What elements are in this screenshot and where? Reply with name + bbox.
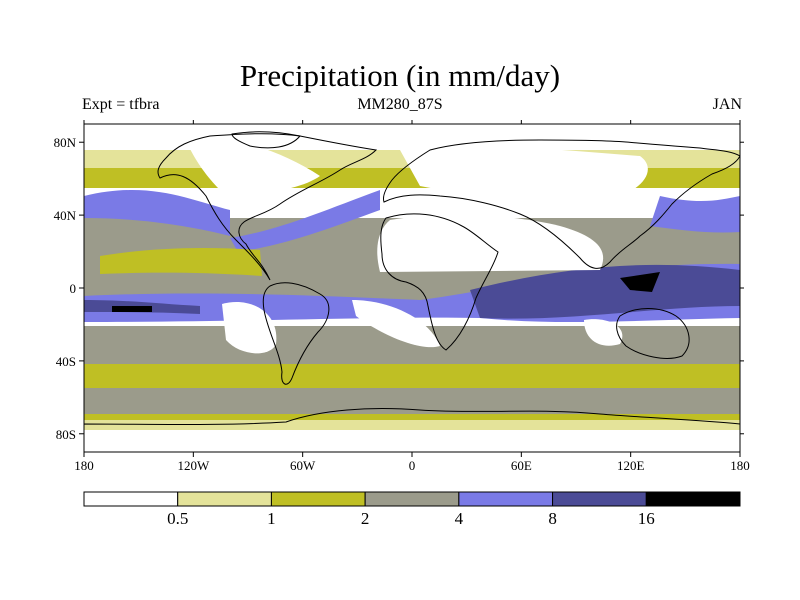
australia-coast (616, 308, 690, 359)
run-label: MM280_87S (357, 96, 443, 113)
lon-tick-label: 180 (74, 458, 94, 473)
south-atlantic-dry-zone (352, 300, 440, 348)
greenland-coast (231, 131, 301, 149)
colorbar-level-label: 16 (638, 509, 655, 528)
latitude-axis: 80N 40N 0 40S 80S (54, 135, 744, 442)
lon-tick-label: 180 (730, 458, 750, 473)
longitude-axis: 180 120W 60W 0 60E 120E 180 (74, 120, 750, 473)
lat-tick-label: 80S (56, 427, 76, 442)
lat-tick-label: 0 (70, 281, 77, 296)
colorbar-level-label: 8 (548, 509, 557, 528)
colorbar-swatch (458, 491, 554, 507)
colorbar-level-label: 4 (455, 509, 464, 528)
precip-band-southern-heavy (84, 388, 740, 414)
lon-tick-label: 120W (177, 458, 210, 473)
maritime-continent-max (620, 272, 660, 292)
subtropical-pacific-north (100, 248, 262, 276)
pacific-max (112, 306, 152, 312)
lon-tick-label: 60E (511, 458, 532, 473)
lat-tick-label: 40N (54, 208, 77, 223)
north-america-coast (157, 133, 378, 281)
arctic-dry (84, 126, 740, 150)
lat-tick-label: 40S (56, 354, 76, 369)
lon-tick-label: 0 (409, 458, 416, 473)
lon-tick-label: 60W (290, 458, 316, 473)
colorbar-level-label: 2 (361, 509, 370, 528)
precip-band-antarctic-edge (84, 420, 740, 430)
colorbar-level-label: 1 (267, 509, 276, 528)
eurasia-coast (383, 139, 740, 269)
chart-title: Precipitation (in mm/day) (239, 58, 561, 93)
pacific-storm-track (84, 190, 230, 236)
se-pacific-dry-zone (222, 301, 277, 354)
antarctica-coast (84, 408, 740, 452)
colorbar-swatch (83, 491, 179, 507)
northwest-pacific-track (650, 196, 740, 233)
south-america-coast (262, 282, 330, 385)
south-indian-dry-zone (584, 319, 623, 346)
map-area (84, 124, 740, 452)
colorbar-swatch (177, 491, 272, 507)
eurasia-dry (400, 145, 648, 200)
africa-coast (380, 213, 499, 351)
colorbar-swatch (552, 491, 647, 507)
precip-field (84, 126, 740, 430)
colorbar-level-label: 0.5 (167, 509, 188, 528)
lat-tick-label: 80N (54, 135, 77, 150)
experiment-label: Expt = tfbra (82, 96, 160, 113)
colorbar-swatch (270, 491, 366, 507)
warm-pool-heavy (470, 264, 740, 319)
atlantic-storm-track (230, 190, 380, 252)
coastlines (84, 131, 740, 452)
lon-tick-label: 120E (617, 458, 645, 473)
month-label: JAN (712, 96, 742, 113)
colorbar-swatch (364, 491, 460, 507)
colorbar: 0.5 1 2 4 8 16 (83, 491, 741, 528)
colorbar-swatch (645, 491, 741, 507)
